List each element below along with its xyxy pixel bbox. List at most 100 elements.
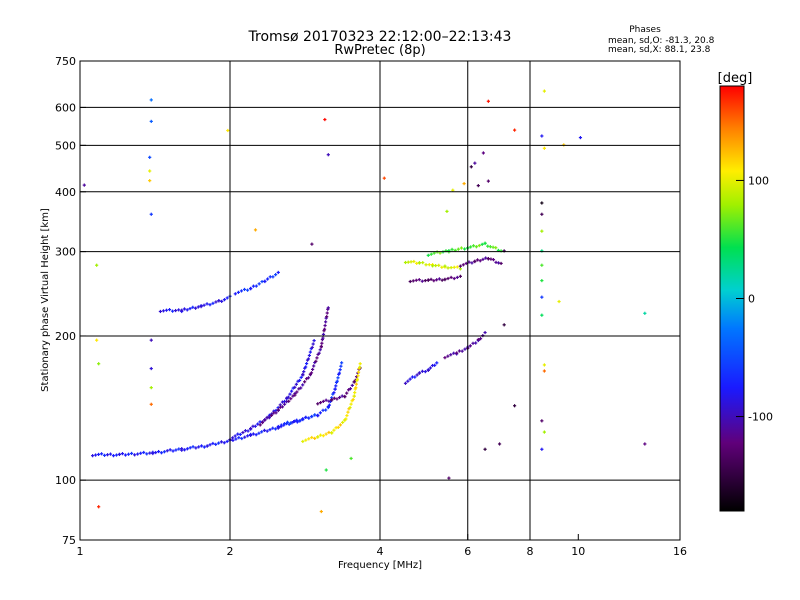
scatter-point (578, 135, 583, 140)
trace-point (199, 305, 203, 309)
trace-point (151, 451, 155, 456)
scatter-point (540, 134, 544, 138)
trace-point (455, 265, 459, 269)
trace-point (483, 241, 487, 246)
trace-point (161, 309, 166, 313)
trace-point (245, 288, 250, 292)
colorbar-tick-label: 100 (748, 174, 769, 187)
scatter-point (486, 179, 490, 183)
scatter-point (148, 155, 152, 159)
trace-point (301, 383, 305, 387)
trace-point (136, 452, 140, 456)
trace-point (91, 454, 95, 458)
trace-point (129, 451, 134, 456)
trace-point (304, 415, 308, 420)
trace-point (310, 414, 314, 419)
trace-point (440, 265, 444, 269)
trace-point (306, 357, 311, 361)
trace-point (253, 424, 257, 428)
trace-point (346, 410, 350, 414)
trace-point (417, 261, 422, 265)
trace-point (301, 373, 305, 377)
scatter-point (349, 456, 353, 461)
trace-point (180, 308, 184, 312)
trace-point (182, 307, 187, 311)
trace-point (93, 453, 98, 457)
phase-stats-o: mean, sd,O: -81.3, 20.8 (608, 36, 715, 46)
trace-point (499, 261, 503, 266)
trace-point (338, 423, 343, 427)
trace-point (476, 337, 480, 342)
trace-point (307, 416, 311, 420)
trace-point (279, 423, 283, 427)
trace-point (486, 244, 490, 248)
trace-point (236, 290, 240, 294)
trace-point (459, 246, 464, 250)
trace-point (494, 246, 498, 250)
trace-point (312, 364, 316, 368)
chart-title: Tromsø 20170323 22:12:00–22:13:43 (248, 29, 512, 45)
trace-point (327, 399, 331, 403)
trace-point (182, 448, 187, 452)
trace-point (196, 305, 200, 309)
trace-point (332, 391, 336, 395)
trace-point (415, 373, 419, 377)
trace-point (413, 375, 417, 379)
trace-point (356, 374, 360, 378)
trace-point (188, 446, 192, 450)
trace-point (222, 441, 226, 445)
trace-point (358, 365, 362, 369)
trace-point (324, 408, 328, 412)
trace-point (293, 385, 297, 389)
trace-point (256, 422, 260, 426)
trace-point (460, 349, 464, 353)
trace-point (265, 429, 269, 433)
scatter-point (447, 476, 451, 480)
trace-point (450, 247, 454, 252)
trace-point (455, 275, 459, 280)
trace-point (345, 391, 349, 395)
trace-point (260, 279, 264, 284)
trace-point (191, 305, 195, 309)
trace-point (246, 429, 250, 433)
trace-point (426, 368, 430, 372)
trace-point (241, 430, 245, 435)
trace-point (408, 377, 412, 381)
trace-point (156, 449, 161, 454)
chart-subtitle: RwPretec (8p) (334, 43, 425, 58)
scatter-point (148, 179, 152, 183)
scatter-point (226, 128, 230, 133)
trace-point (310, 345, 314, 350)
trace-point (105, 453, 110, 457)
trace-point (452, 276, 456, 281)
trace-point (306, 376, 311, 380)
scatter-point (462, 182, 466, 186)
scatter-point (540, 278, 544, 283)
trace-point (289, 389, 294, 393)
trace-point (446, 276, 450, 281)
trace-point (473, 259, 477, 263)
trace-point (310, 435, 314, 440)
trace-point (249, 426, 253, 431)
trace-point (477, 243, 481, 248)
trace-point (443, 278, 447, 282)
trace-point (449, 275, 453, 280)
trace-point (230, 436, 235, 440)
trace-point (417, 371, 422, 375)
trace-point (158, 309, 163, 314)
trace-point (446, 266, 450, 270)
trace-point (269, 413, 274, 417)
trace-point (440, 278, 444, 282)
y-tick-label: 75 (62, 534, 76, 547)
trace-point (164, 308, 169, 312)
trace-point (258, 423, 262, 427)
trace-point (480, 242, 484, 246)
trace-point (330, 431, 334, 435)
trace-point (318, 401, 323, 405)
trace-point (324, 398, 328, 402)
trace-point (437, 263, 441, 267)
trace-point (220, 299, 224, 303)
trace-point (348, 387, 353, 391)
trace-point (426, 253, 430, 257)
trace-point (276, 408, 280, 412)
